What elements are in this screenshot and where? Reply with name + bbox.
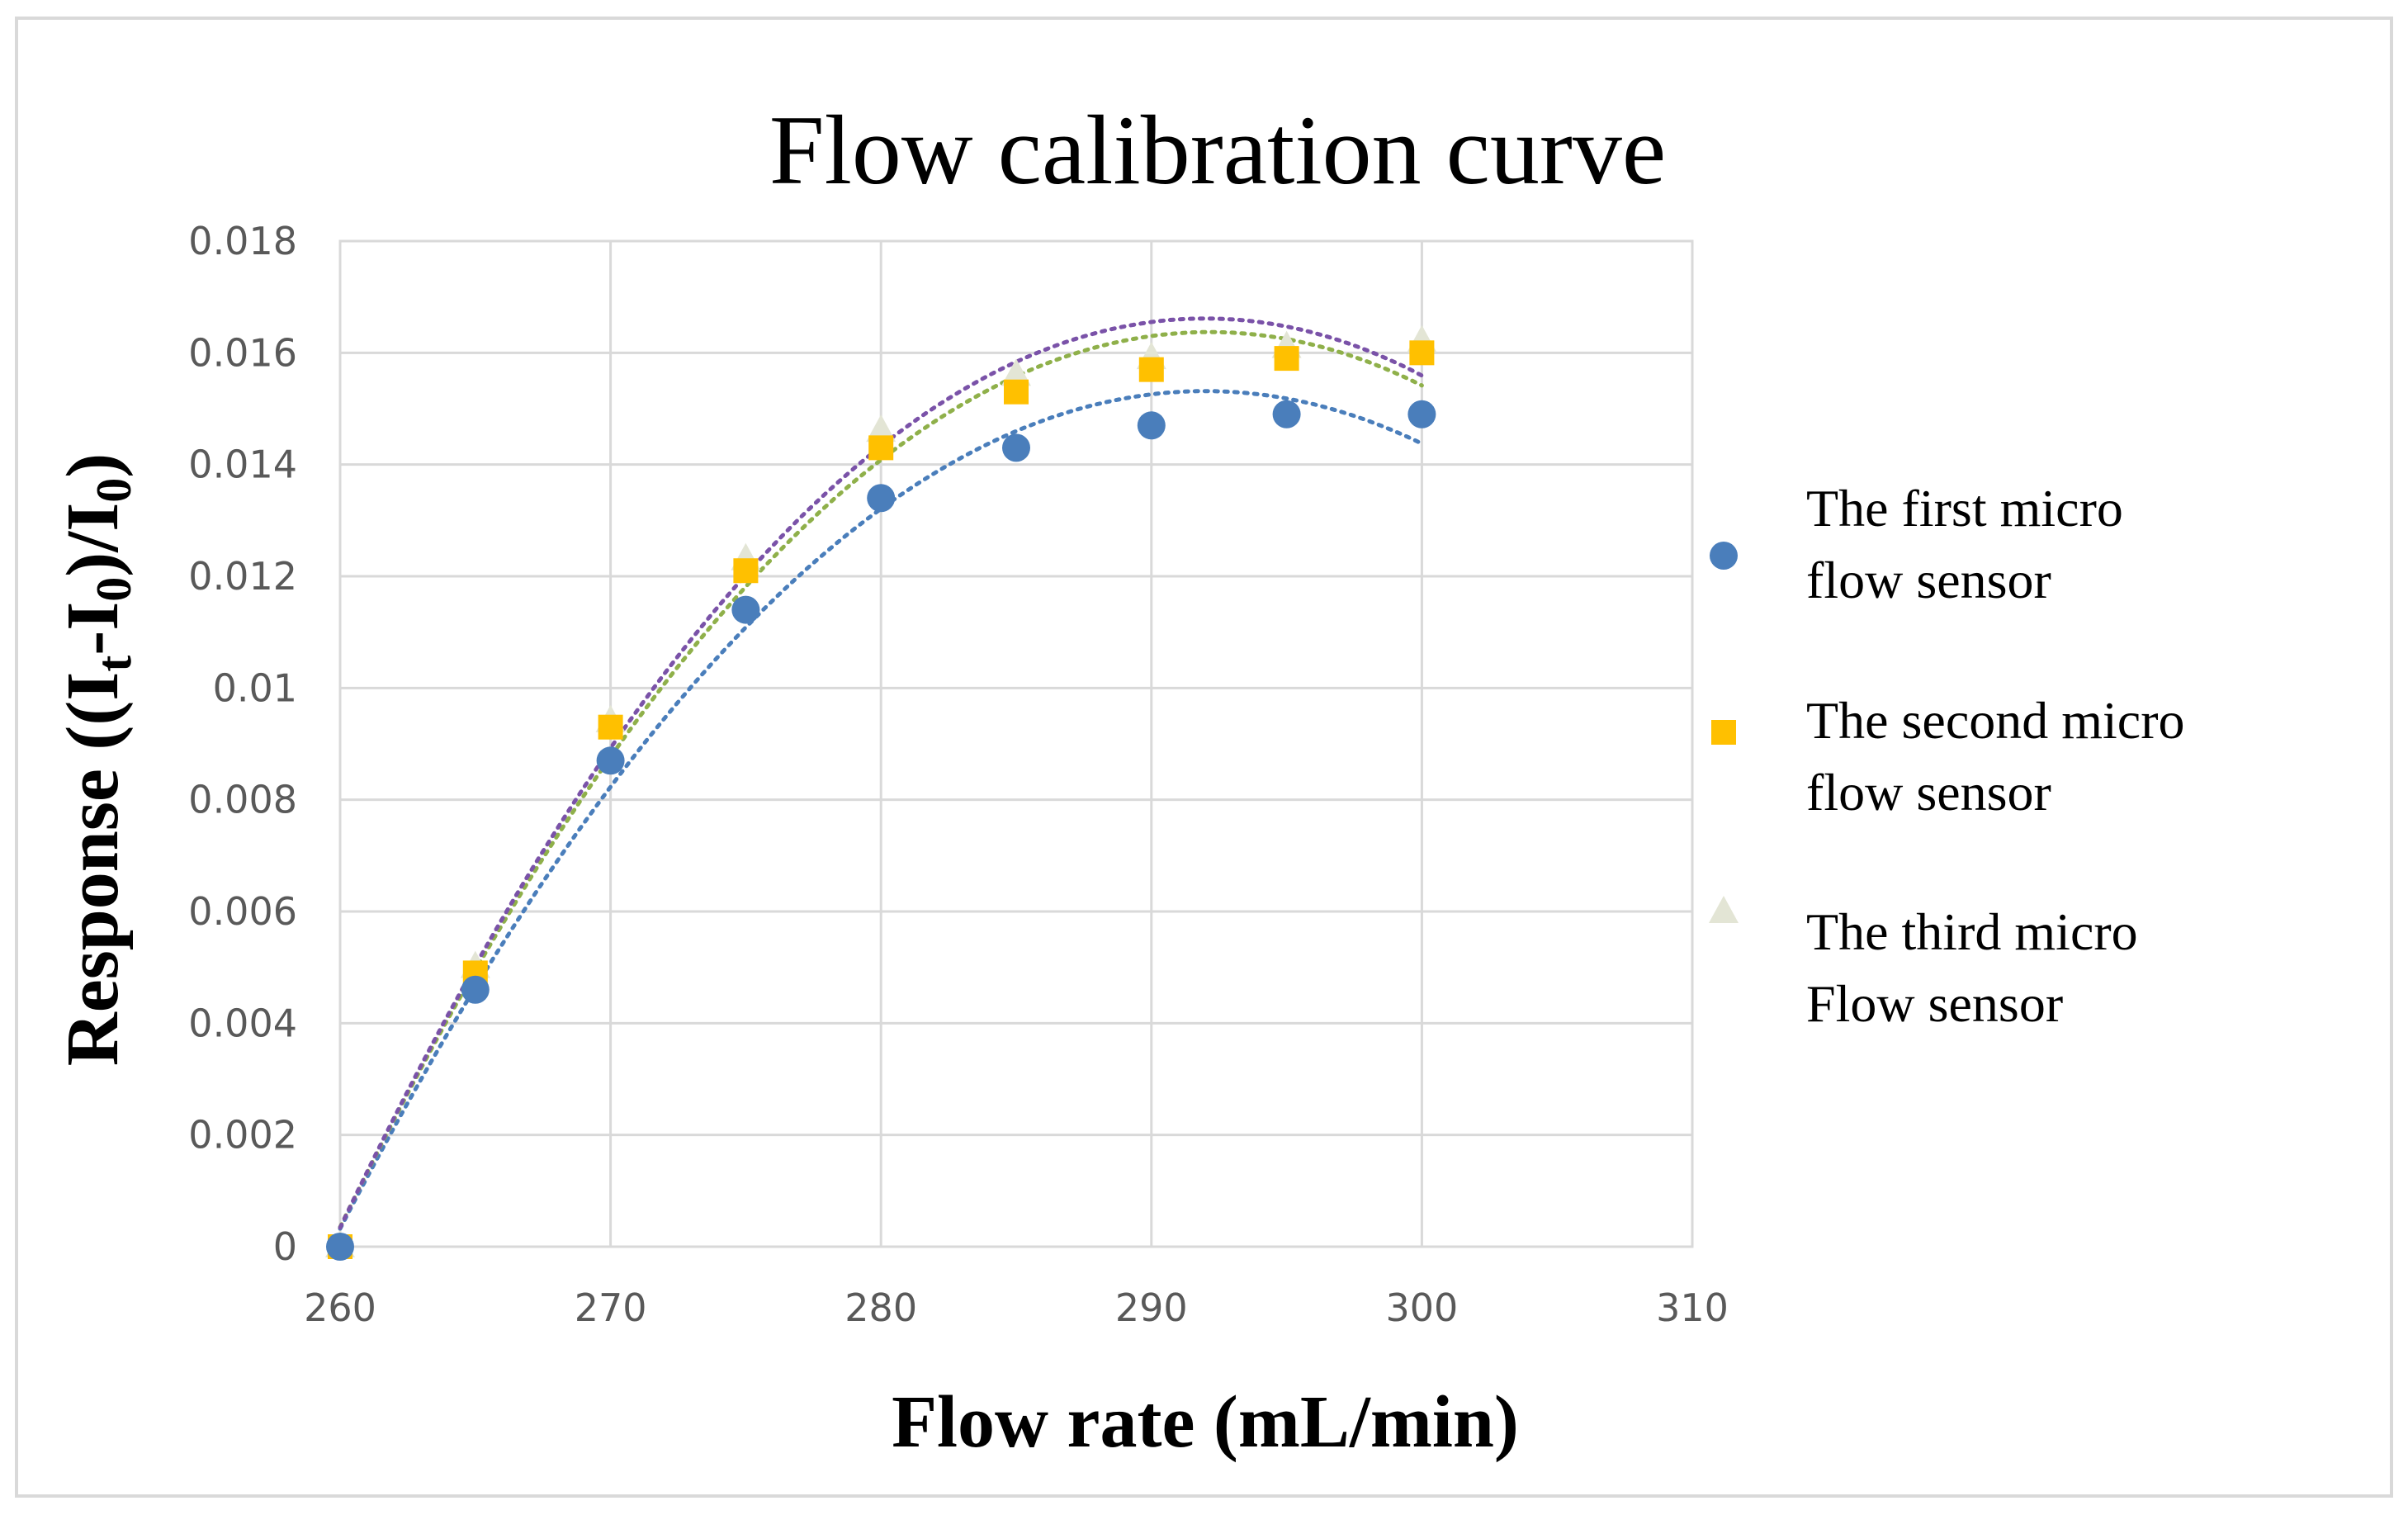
data-markers	[325, 324, 1437, 1261]
y-tick-label: 0	[273, 1224, 297, 1269]
x-tick-label: 290	[1115, 1285, 1188, 1330]
plot-area-border	[338, 239, 1694, 1248]
data-point-square	[1138, 357, 1164, 382]
y-tick-label: 0.002	[188, 1113, 297, 1158]
y-tick-label: 0.004	[188, 1001, 297, 1045]
y-tick-label: 0.006	[188, 889, 297, 934]
x-axis-ticks: 260 270 280 290 300 310	[304, 1285, 1729, 1330]
legend-item-first: The first micro flow sensor	[1710, 479, 2123, 609]
data-point-square	[1004, 379, 1029, 405]
legend-marker-triangle	[1709, 896, 1739, 923]
y-axis-title: Response ((It-I0)/I0)	[52, 453, 141, 1066]
data-point-square	[1274, 346, 1299, 372]
x-axis-title: Flow rate (mL/min)	[892, 1381, 1519, 1463]
trendline-series-3	[338, 316, 1424, 1230]
y-tick-label: 0.008	[188, 778, 297, 822]
y-tick-label: 0.018	[188, 219, 297, 263]
legend-marker-square	[1711, 720, 1736, 745]
y-tick-label: 0.014	[188, 443, 297, 487]
data-point-triangle	[1001, 358, 1031, 386]
legend: The first micro flow sensor The second m…	[1709, 479, 2185, 1033]
x-tick-label: 270	[575, 1285, 647, 1330]
y-axis-ticks: 0 0.002 0.004 0.006 0.008 0.01 0.012 0.014 0.016…	[188, 219, 297, 1269]
data-point-triangle	[866, 414, 896, 443]
data-point-square	[733, 558, 759, 584]
y-axis-title-sub-t: t	[87, 656, 141, 672]
legend-label-third-line1: The third micro	[1806, 902, 2138, 961]
data-point-circle	[326, 1233, 354, 1261]
chart-title: Flow calibration curve	[769, 95, 1666, 205]
y-axis-title-suffix: )	[52, 453, 134, 478]
plot-area	[338, 239, 1694, 1248]
data-point-square	[598, 714, 623, 740]
legend-item-third: The third micro Flow sensor	[1709, 896, 2138, 1033]
data-point-square	[1409, 340, 1435, 366]
data-point-circle	[1407, 400, 1436, 428]
data-point-circle	[1272, 400, 1301, 428]
data-point-circle	[731, 595, 760, 624]
x-tick-label: 260	[304, 1285, 376, 1330]
data-point-circle	[461, 975, 490, 1004]
y-tick-label: 0.016	[188, 330, 297, 375]
x-tick-label: 300	[1385, 1285, 1458, 1330]
data-point-circle	[867, 484, 896, 513]
y-axis-title-sub-0: 0	[87, 577, 141, 602]
legend-marker-circle	[1710, 542, 1738, 570]
legend-item-second: The second micro flow sensor	[1711, 691, 2185, 821]
data-point-circle	[1137, 411, 1166, 440]
trendline-series-1	[338, 389, 1424, 1231]
y-axis-title-mid: -I	[52, 602, 134, 656]
data-point-circle	[596, 746, 625, 775]
x-tick-label: 310	[1656, 1285, 1729, 1330]
legend-label-first-line1: The first micro	[1806, 479, 2123, 537]
chart-frame	[15, 17, 2393, 1498]
data-point-circle	[1002, 433, 1030, 462]
y-tick-label: 0.012	[188, 554, 297, 599]
legend-label-second-line1: The second micro	[1806, 691, 2185, 750]
y-axis-title-mid2: )/I	[52, 503, 134, 577]
y-axis-title-sub-0b: 0	[87, 478, 141, 503]
legend-label-third-line2: Flow sensor	[1806, 974, 2063, 1033]
y-axis-title-prefix: Response ((I	[52, 672, 134, 1067]
legend-label-first-line2: flow sensor	[1806, 551, 2051, 609]
legend-label-second-line2: flow sensor	[1806, 763, 2051, 821]
y-tick-label: 0.01	[213, 665, 297, 710]
data-point-square	[868, 435, 894, 461]
x-tick-label: 280	[844, 1285, 917, 1330]
